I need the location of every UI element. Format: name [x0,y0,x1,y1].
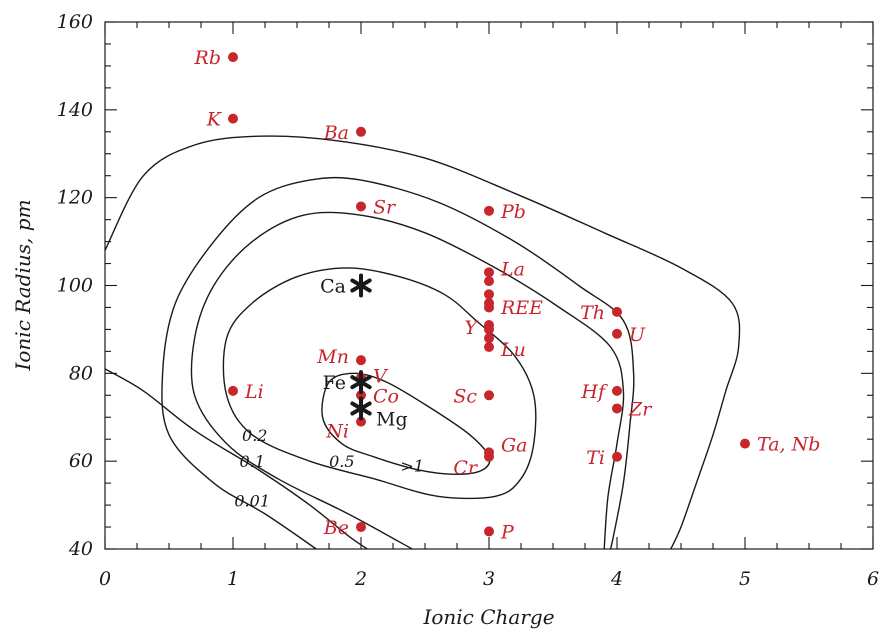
y-tick-label: 60 [69,450,93,472]
element-label: Zr [628,398,653,420]
element-label: Ti [586,447,605,469]
element-point [484,267,494,278]
y-tick-labels: 40 60 80 100 120 140 160 [57,11,93,560]
x-tick-label: 3 [483,568,495,590]
y-tick-label: 40 [68,538,93,560]
y-tick-label: 140 [57,99,93,121]
x-axis-title: Ionic Charge [422,605,554,629]
element-point [228,385,238,396]
element-label: Lu [500,339,526,361]
element-point [228,113,238,124]
contour-labels: 0.01 0.1 0.2 0.5 >1 [234,426,424,511]
host-ion-marker [350,396,372,421]
element-point [484,324,494,335]
contour-line [104,135,741,550]
contour-label: 0.5 [329,452,354,471]
element-label: Ta, Nb [757,434,820,456]
element-point [484,341,494,352]
element-point [612,451,622,462]
element-label: Pb [500,201,526,223]
element-point [356,522,366,533]
contour-line [104,368,368,550]
element-label: Hf [580,381,608,403]
element-point [484,302,494,313]
element-point [356,201,366,212]
element-point [356,355,366,366]
element-point [484,276,494,287]
host-ion-marker [350,370,372,395]
x-tick-label: 2 [354,568,367,590]
element-label: V [373,366,389,388]
host-ion-marker [350,273,372,298]
element-label: La [500,258,525,280]
element-point [484,390,494,401]
element-point [484,205,494,216]
element-point [484,451,494,462]
element-point [484,289,494,300]
axis-ticks [104,21,874,550]
contour-label: 0.2 [242,426,267,445]
x-tick-label: 1 [227,568,239,590]
y-tick-label: 80 [69,362,93,384]
element-label: Th [580,302,605,324]
contour-label: 0.01 [234,492,270,511]
element-label: Sr [373,196,397,218]
contour-line [222,267,537,500]
x-tick-label: 5 [739,568,751,590]
element-label: Be [323,517,349,539]
element-label: REE [500,297,543,319]
host-ion-label: Fe [323,372,346,394]
element-point [484,333,494,344]
element-label: Y [464,317,479,339]
element-label: Ni [325,421,349,443]
element-label: Mn [316,346,349,368]
element-point [484,526,494,537]
element-label: Cr [453,457,479,479]
element-label: P [500,521,515,543]
contour-label: >1 [400,457,424,476]
element-points: Rb K Li Ba Sr Mn VCo Ni Be Pb La REE Y Lu Sc Ga Cr P Th U Hf… [194,47,821,543]
contour-lines [104,135,741,550]
x-tick-label: 0 [99,568,111,590]
element-point [356,390,366,401]
y-tick-label: 100 [57,275,93,297]
x-tick-label: 4 [610,568,623,590]
element-point [612,403,622,414]
y-tick-label: 160 [57,11,93,33]
y-axis-title: Ionic Radius, pm [11,199,35,371]
element-label: U [629,324,646,346]
contour-label: 0.1 [239,452,264,471]
host-ion-label: Mg [376,408,408,430]
contour-line [161,176,635,550]
y-tick-label: 120 [57,187,93,209]
element-label: Rb [194,47,221,69]
element-label: Co [373,385,399,407]
element-label: Sc [453,385,477,407]
host-ion-markers: Ca Fe Mg [320,273,408,430]
element-point [356,416,366,427]
element-point [612,328,622,339]
x-tick-labels: 0 1 2 3 4 5 6 [99,568,879,590]
element-label: K [206,109,223,131]
element-label: Li [244,381,264,403]
element-label: Ba [323,122,349,144]
element-point [228,52,238,63]
element-point [740,438,750,449]
element-point [612,306,622,317]
element-point [612,385,622,396]
x-tick-label: 6 [867,568,879,590]
element-label: Ga [501,434,528,456]
element-point [356,126,366,137]
host-ion-label: Ca [320,276,346,298]
contour-line [190,211,625,550]
